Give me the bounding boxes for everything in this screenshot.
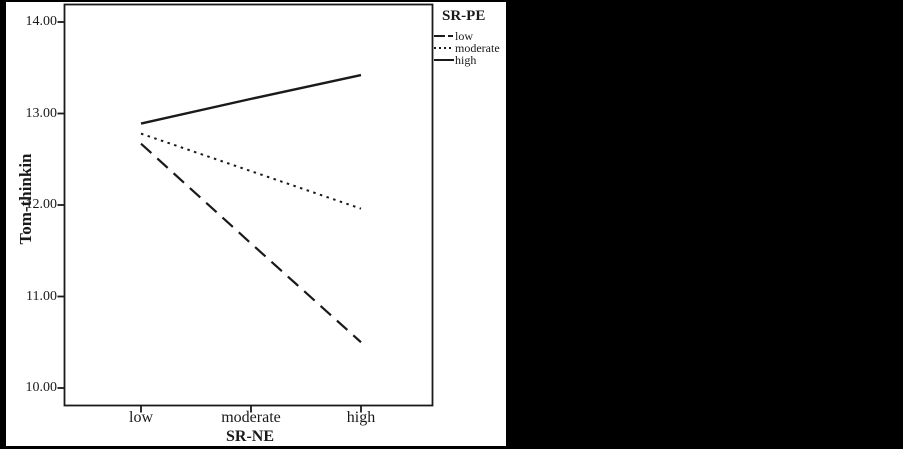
legend-line-sample-moderate — [434, 47, 454, 49]
x-axis-tick-label: low — [129, 409, 153, 426]
plot-frame — [63, 3, 434, 407]
legend-item-high: high — [434, 54, 508, 66]
legend-line-sample-low — [434, 35, 454, 37]
legend-item-label: high — [455, 53, 477, 67]
x-axis-title: SR-NE — [225, 428, 275, 445]
y-axis-tick-label: 10.00 — [25, 380, 58, 395]
series-line-low — [140, 142, 362, 344]
y-axis-tick-label: 14.00 — [25, 14, 58, 29]
legend-line-sample-high — [434, 59, 454, 61]
legend-title: SR-PE — [442, 8, 486, 24]
figure-panel — [6, 2, 506, 446]
legend-item-label: low — [455, 29, 473, 43]
legend: SR-PE low moderate high — [434, 7, 508, 66]
y-axis-tick-label: 13.00 — [25, 105, 58, 121]
series-line-moderate — [140, 132, 362, 210]
x-axis-tick-label: moderate — [221, 409, 281, 426]
y-axis-tick-label: 11.00 — [26, 288, 57, 304]
legend-item-moderate: moderate — [434, 42, 508, 54]
legend-item-low: low — [434, 30, 508, 42]
legend-item-label: moderate — [455, 41, 500, 55]
x-axis-tick-label: high — [346, 409, 376, 426]
series-line-high — [140, 73, 362, 125]
y-axis-title: Tom-thinkin — [16, 153, 35, 245]
y-axis-tick-label: 12.00 — [25, 197, 58, 212]
